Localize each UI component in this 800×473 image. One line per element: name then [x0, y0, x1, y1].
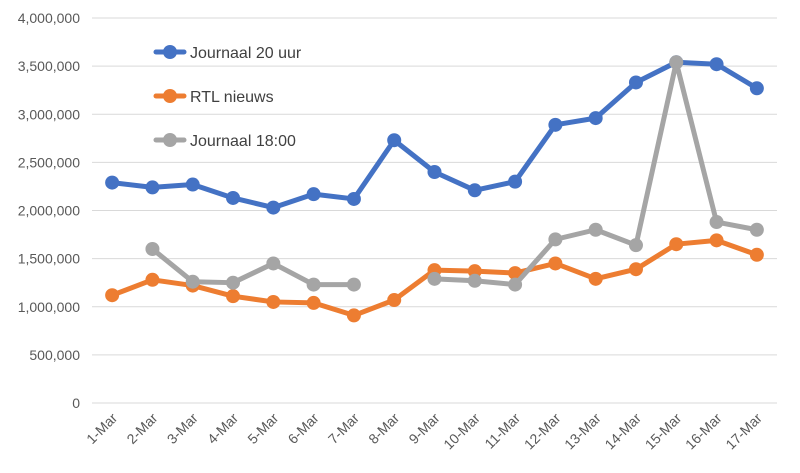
data-point — [628, 238, 643, 253]
y-tick-label: 3,500,000 — [18, 58, 80, 74]
y-tick-label: 2,500,000 — [18, 154, 80, 170]
data-point — [105, 175, 120, 190]
data-point — [346, 191, 361, 206]
data-point — [588, 271, 603, 286]
data-point — [427, 165, 442, 179]
data-point — [226, 190, 241, 205]
data-point — [467, 183, 482, 198]
series-layer — [105, 55, 764, 323]
x-tick-label: 12-Mar — [521, 410, 564, 453]
data-point — [266, 294, 281, 309]
data-point — [749, 247, 764, 262]
x-tick-label: 13-Mar — [561, 410, 604, 453]
legend: Journaal 20 uur RTL nieuws Journaal 18:00 — [153, 45, 302, 150]
data-point — [628, 75, 643, 90]
legend-marker — [163, 89, 177, 103]
x-tick-label: 17-Mar — [722, 410, 765, 453]
x-tick-label: 9-Mar — [405, 410, 442, 447]
data-point — [226, 289, 241, 304]
x-tick-label: 8-Mar — [365, 410, 402, 447]
data-point — [306, 277, 321, 292]
y-tick-label: 2,000,000 — [18, 203, 80, 219]
x-tick-label: 10-Mar — [440, 410, 483, 453]
x-tick-label: 6-Mar — [285, 410, 322, 447]
series-line — [432, 59, 760, 288]
data-point — [467, 273, 482, 288]
series-0 — [105, 55, 764, 215]
data-point — [749, 222, 764, 237]
legend-marker — [163, 133, 177, 147]
data-point — [508, 174, 523, 189]
data-point — [709, 57, 724, 72]
x-tick-label: 15-Mar — [642, 410, 685, 453]
legend-label: RTL nieuws — [190, 89, 274, 106]
data-point — [145, 242, 160, 256]
legend-marker — [163, 45, 177, 59]
y-tick-label: 1,500,000 — [18, 251, 80, 267]
data-point — [709, 233, 724, 248]
data-point — [105, 288, 120, 303]
data-point — [588, 111, 603, 126]
data-point — [749, 81, 764, 96]
y-tick-label: 3,000,000 — [18, 106, 80, 122]
data-point — [387, 133, 402, 148]
y-tick-label: 1,000,000 — [18, 299, 80, 315]
data-point — [306, 187, 321, 202]
data-point — [548, 117, 563, 132]
data-point — [266, 256, 281, 271]
data-point — [508, 266, 523, 281]
series-1 — [105, 233, 764, 323]
data-point — [548, 256, 563, 271]
gridlines — [92, 17, 777, 404]
y-tick-label: 500,000 — [29, 347, 80, 363]
x-tick-label: 14-Mar — [601, 410, 644, 453]
data-point — [508, 277, 523, 292]
x-tick-label: 1-Mar — [83, 410, 120, 447]
legend-label: Journaal 20 uur — [190, 45, 302, 62]
data-point — [669, 55, 684, 70]
data-point — [266, 200, 281, 215]
data-point — [306, 295, 321, 310]
data-point — [346, 277, 361, 292]
y-axis: 0 500,000 1,000,000 1,500,000 2,000,000 2,500… — [18, 10, 81, 411]
legend-label: Journaal 18:00 — [190, 133, 296, 150]
series-2 — [145, 55, 764, 292]
x-axis: 1-Mar 2-Mar 3-Mar 4-Mar 5-Mar 6-Mar 7-Mar 8-Mar… — [83, 402, 777, 453]
data-point — [709, 215, 724, 230]
data-point — [548, 232, 563, 247]
data-point — [145, 180, 160, 195]
data-point — [346, 308, 361, 323]
data-point — [628, 262, 643, 277]
data-point — [185, 274, 200, 289]
data-point — [588, 222, 603, 237]
data-point — [467, 264, 482, 279]
data-point — [427, 271, 442, 286]
x-tick-label: 11-Mar — [481, 410, 523, 452]
x-tick-label: 7-Mar — [325, 410, 362, 447]
x-tick-label: 2-Mar — [123, 410, 160, 447]
x-tick-label: 4-Mar — [204, 410, 241, 447]
x-tick-label: 3-Mar — [164, 410, 201, 447]
data-point — [226, 275, 241, 290]
y-tick-label: 4,000,000 — [18, 10, 80, 26]
x-tick-label: 5-Mar — [244, 410, 281, 447]
y-tick-label: 0 — [72, 395, 80, 411]
data-point — [669, 237, 684, 252]
data-point — [387, 293, 402, 308]
data-point — [185, 177, 200, 192]
series-line — [149, 246, 357, 288]
x-tick-label: 16-Mar — [682, 410, 725, 453]
data-point — [145, 272, 160, 287]
